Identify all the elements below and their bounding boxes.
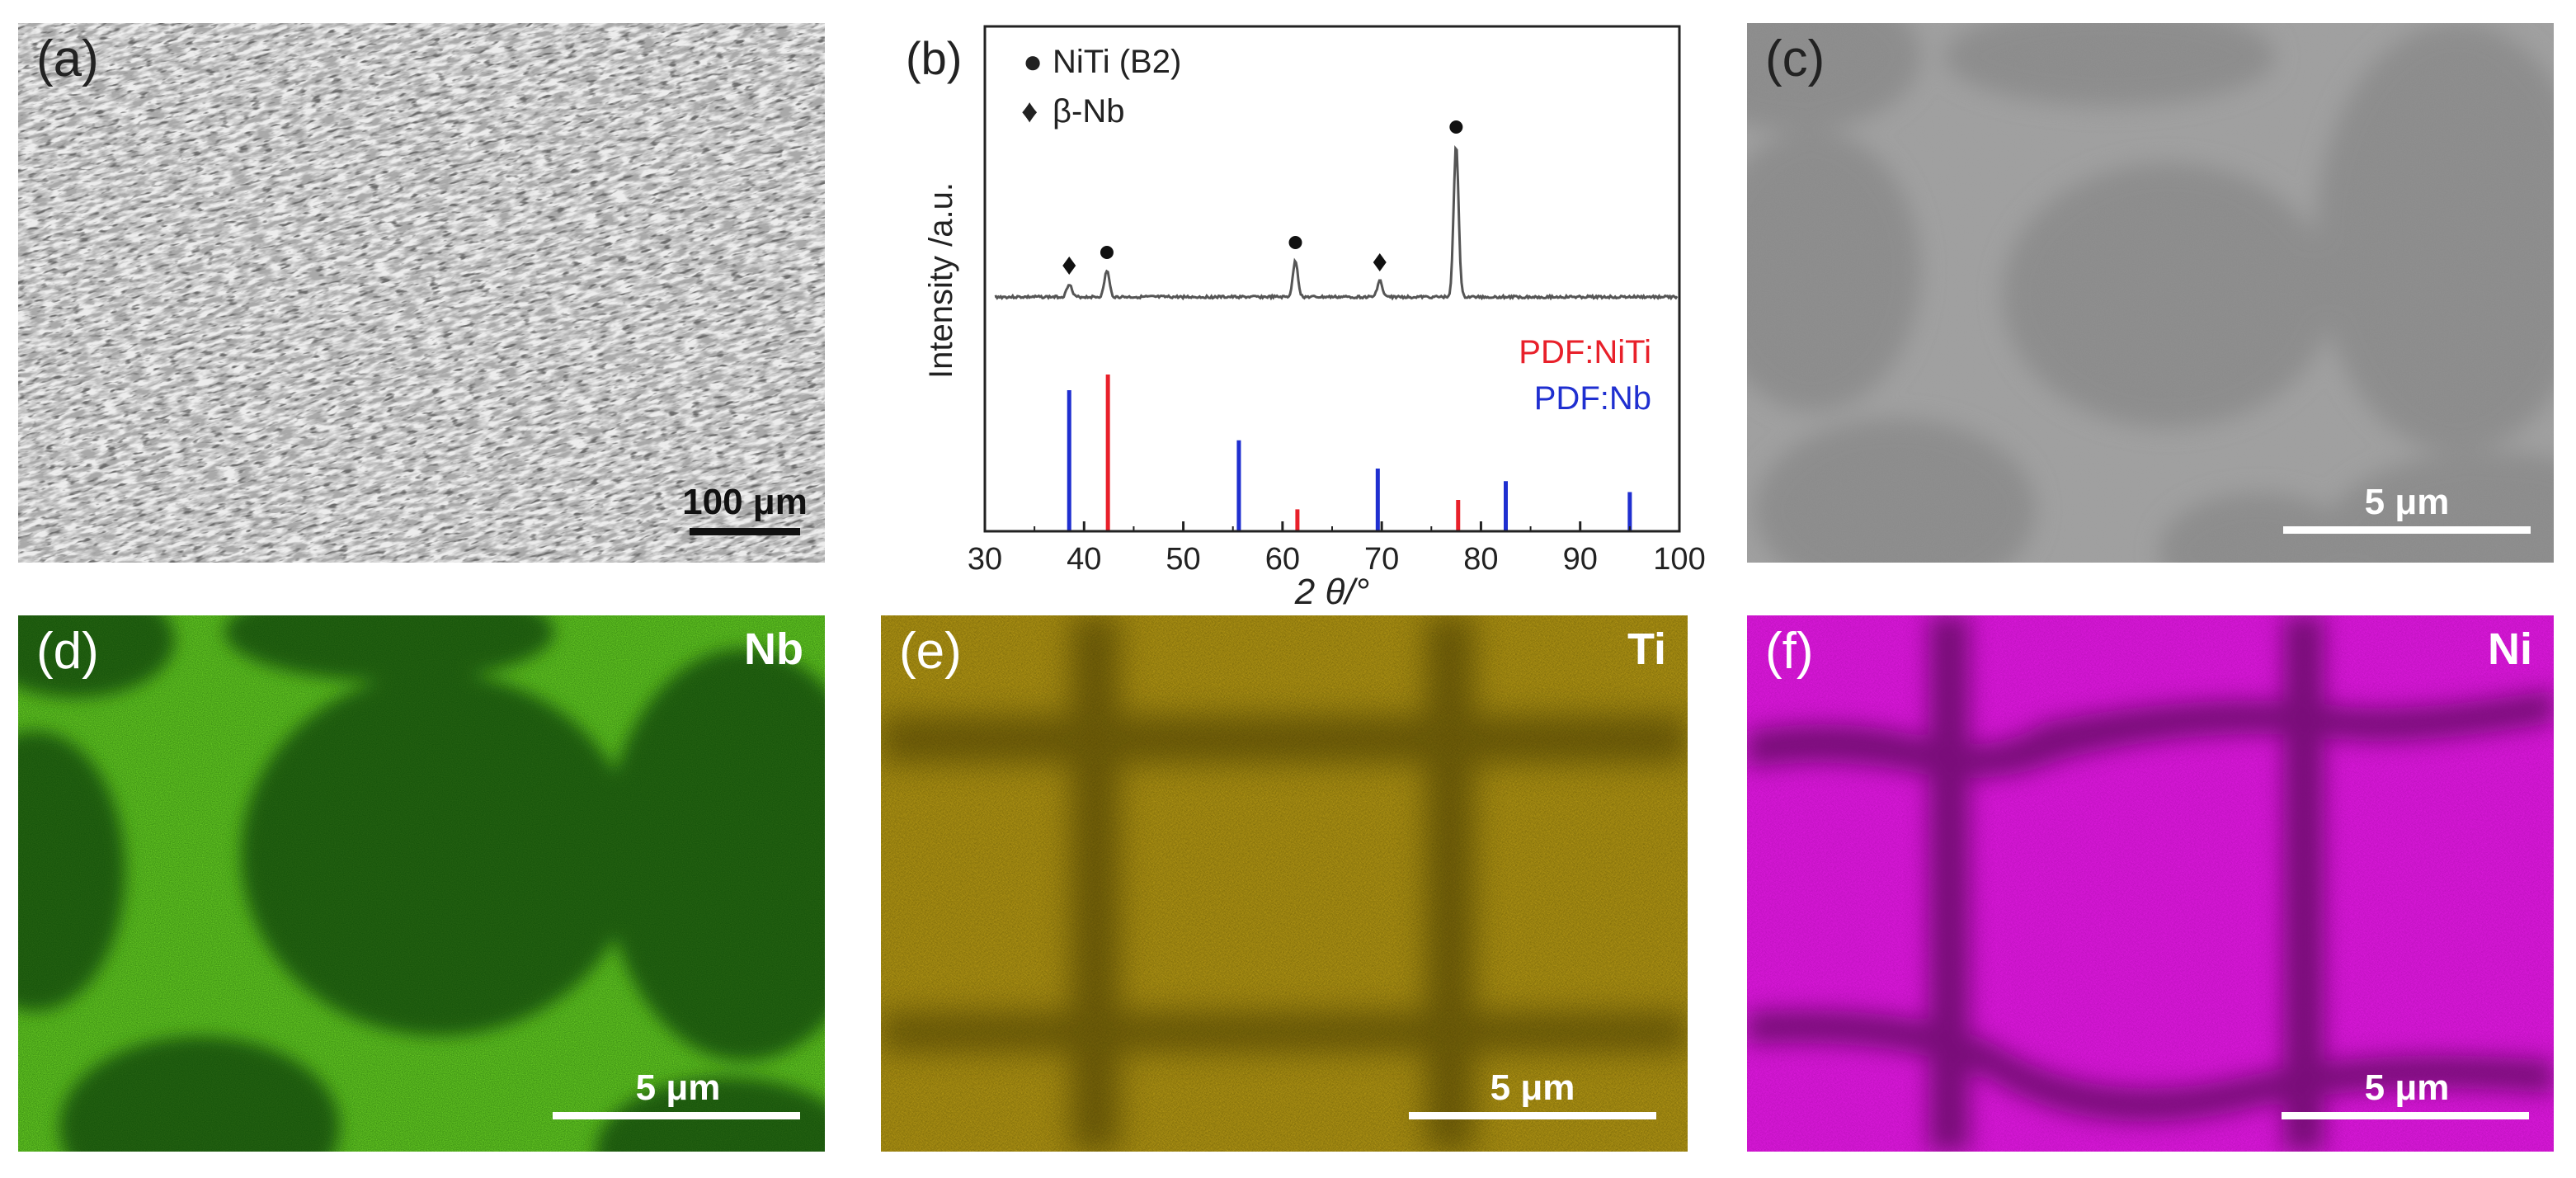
legend: ● NiTi (B2) ♦ β-Nb bbox=[1021, 44, 1181, 130]
panel-b-xrd-chart: 30 40 50 60 70 80 90 100 (b) ● NiTi (B2) ♦ β-Nb… bbox=[891, 16, 1716, 610]
legend-marker-niti: ● bbox=[1023, 44, 1043, 80]
ni-map-texture bbox=[1747, 615, 2554, 1152]
xrd-trace bbox=[994, 145, 1679, 301]
ref-label-niti: PDF:NiTi bbox=[1519, 334, 1651, 370]
panel-d-nb-map: Nb 5 μm (d) bbox=[18, 615, 825, 1152]
plot-frame bbox=[983, 25, 1681, 533]
panel-f-ni-map: Ni 5 μm (f) bbox=[1747, 615, 2554, 1152]
panel-label-c: (c) bbox=[1765, 31, 1825, 87]
panel-a-optical-micrograph: 100 μm (a) bbox=[18, 23, 825, 563]
scale-bar bbox=[2282, 1112, 2529, 1119]
scale-bar-label: 5 μm bbox=[2364, 1067, 2450, 1108]
panel-label-b: (b) bbox=[906, 32, 962, 84]
x-tick-label: 60 bbox=[1265, 542, 1300, 577]
panel-label-a: (a) bbox=[36, 31, 99, 87]
x-axis-label: 2 θ/° bbox=[1294, 572, 1369, 610]
x-tick-label: 80 bbox=[1463, 542, 1498, 577]
legend-label-nb: β-Nb bbox=[1053, 93, 1124, 130]
y-axis-label: Intensity /a.u. bbox=[923, 182, 959, 379]
sem-texture bbox=[1747, 23, 2554, 563]
x-tick-label: 30 bbox=[968, 542, 1002, 577]
element-label: Ni bbox=[2488, 624, 2532, 674]
scale-bar bbox=[690, 528, 800, 535]
x-tick-label: 50 bbox=[1166, 542, 1200, 577]
scale-bar-label: 5 μm bbox=[635, 1067, 721, 1108]
micrograph-texture bbox=[18, 23, 825, 563]
element-label: Nb bbox=[744, 624, 803, 674]
scale-bar-label: 5 μm bbox=[1490, 1067, 1575, 1108]
panel-c-sem-image: 5 μm (c) bbox=[1747, 23, 2554, 563]
x-tick-label: 70 bbox=[1364, 542, 1399, 577]
scale-bar-label: 100 μm bbox=[682, 482, 808, 522]
legend-marker-nb: ♦ bbox=[1021, 93, 1038, 130]
legend-label-niti: NiTi (B2) bbox=[1053, 44, 1181, 80]
element-label: Ti bbox=[1627, 624, 1666, 674]
peak-marker-niti bbox=[1449, 120, 1463, 134]
x-tick-label: 40 bbox=[1067, 542, 1101, 577]
peak-marker-niti bbox=[1288, 236, 1302, 249]
scale-bar bbox=[2283, 526, 2531, 534]
peak-marker-nb bbox=[1062, 257, 1076, 275]
panel-e-ti-map: Ti 5 μm (e) bbox=[881, 615, 1688, 1152]
scale-bar bbox=[1409, 1112, 1656, 1119]
scale-bar bbox=[553, 1112, 800, 1119]
panel-label-f: (f) bbox=[1765, 623, 1814, 680]
xrd-chart: 30 40 50 60 70 80 90 100 (b) ● NiTi (B2) ♦ β-Nb… bbox=[906, 25, 1706, 610]
ref-label-nb: PDF:Nb bbox=[1534, 380, 1651, 417]
x-tick-label: 100 bbox=[1653, 542, 1705, 577]
scale-bar-label: 5 μm bbox=[2364, 482, 2450, 522]
x-tick-label: 90 bbox=[1563, 542, 1598, 577]
nb-map-texture bbox=[18, 615, 825, 1152]
peak-marker-niti bbox=[1100, 246, 1114, 259]
panel-label-e: (e) bbox=[899, 623, 962, 680]
ti-map-texture bbox=[881, 615, 1688, 1152]
peak-marker-nb bbox=[1373, 253, 1387, 271]
panel-label-d: (d) bbox=[36, 623, 99, 680]
